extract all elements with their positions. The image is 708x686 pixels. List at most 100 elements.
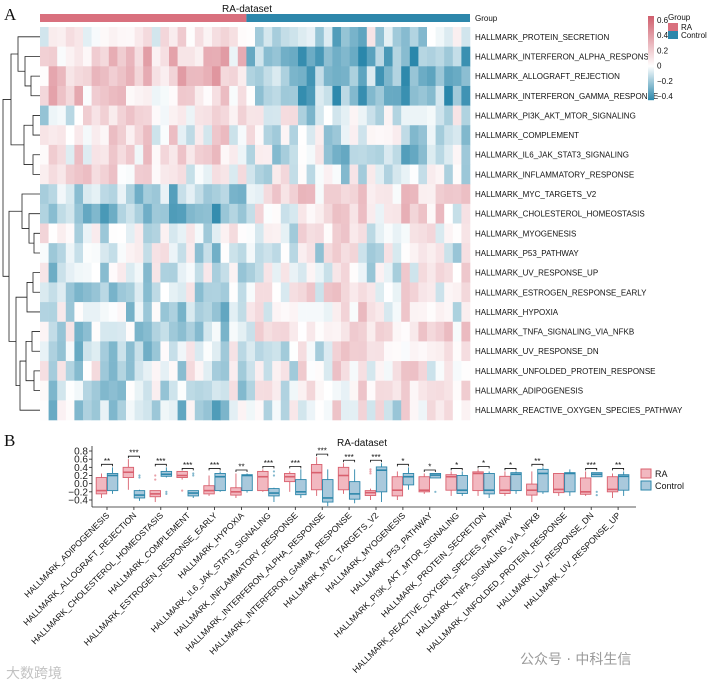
heatmap-cell — [375, 144, 385, 165]
heatmap-cell — [160, 341, 170, 362]
heatmap-cell — [194, 321, 204, 342]
heatmap-cell — [315, 105, 325, 126]
heatmap-cell — [186, 164, 196, 185]
ra-outlier — [369, 470, 372, 473]
colorbar-strip — [648, 26, 654, 28]
colorbar-strip — [648, 16, 654, 18]
heatmap-cell — [246, 361, 256, 381]
ra-box — [445, 474, 457, 491]
heatmap-cell — [143, 85, 153, 106]
colorbar-strip — [648, 80, 654, 82]
heatmap-cell — [401, 341, 411, 362]
heatmap-cell — [375, 105, 385, 126]
heatmap-cell — [194, 105, 204, 126]
heatmap-cell — [375, 321, 385, 342]
heatmap-cell — [409, 125, 419, 146]
heatmap-cell — [48, 144, 58, 165]
colorbar-tick-label: −0.4 — [657, 92, 673, 101]
heatmap-cell — [255, 361, 264, 381]
heatmap-cell — [143, 341, 153, 362]
heatmap-cell — [298, 125, 307, 146]
heatmap-cell — [444, 380, 454, 401]
heatmap-cell — [298, 341, 307, 362]
heatmap-cell — [237, 341, 247, 362]
ra-box — [418, 476, 430, 493]
significance-label: *** — [210, 461, 219, 470]
heatmap-cell — [323, 400, 333, 421]
heatmap-cell — [452, 341, 462, 362]
heatmap-cell — [48, 321, 58, 342]
heatmap-cell — [65, 203, 75, 224]
heatmap-cell — [126, 262, 135, 283]
heatmap-cell — [169, 105, 178, 126]
colorbar-strip — [648, 48, 654, 50]
heatmap-cell — [255, 144, 264, 165]
heatmap-cell — [315, 144, 325, 165]
significance-bracket — [316, 453, 329, 457]
y-tick-label: −0.2 — [68, 487, 88, 498]
heatmap-cell — [418, 302, 428, 323]
heatmap-cell — [409, 46, 419, 67]
heatmap-cell — [384, 380, 393, 401]
control-box — [268, 488, 280, 497]
heatmap-cell — [108, 105, 118, 126]
heatmap-cell — [117, 262, 127, 283]
heatmap-cell — [392, 302, 402, 323]
heatmap-cell — [57, 223, 67, 244]
colorbar-strip — [648, 99, 654, 101]
heatmap-cell — [358, 184, 368, 205]
control-outlier — [434, 490, 437, 493]
heatmap-cell — [108, 125, 118, 146]
heatmap-cell — [280, 184, 290, 205]
heatmap-cell — [384, 105, 393, 126]
heatmap-cell — [186, 302, 196, 323]
heatmap-cell — [461, 302, 471, 323]
heatmap-cell — [298, 105, 307, 126]
heatmap-cell — [323, 125, 333, 146]
heatmap-cell — [341, 262, 350, 283]
heatmap-cell — [401, 203, 411, 224]
heatmap-cell — [263, 243, 273, 264]
watermark-right: 公众号 · 中科生信 — [520, 652, 631, 668]
panel-a-label: A — [4, 5, 17, 24]
heatmap-cell — [263, 125, 273, 146]
significance-bracket — [127, 455, 140, 459]
heatmap-cell — [220, 361, 230, 381]
colorbar-strip — [648, 27, 654, 29]
heatmap-cell — [452, 302, 462, 323]
heatmap-cell — [83, 85, 92, 106]
heatmap-cell — [332, 321, 342, 342]
heatmap-cell — [332, 66, 342, 87]
dendrogram-branch — [32, 115, 40, 136]
heatmap-cell — [435, 46, 445, 67]
heatmap-cell — [349, 282, 359, 303]
heatmap-cell — [375, 203, 385, 224]
heatmap-cell — [289, 282, 299, 303]
heatmap-cell — [194, 203, 204, 224]
heatmap-cell — [143, 262, 153, 283]
heatmap-cell — [272, 341, 282, 362]
heatmap-cell — [255, 243, 264, 264]
heatmap-cell — [358, 243, 368, 264]
colorbar-strip — [648, 57, 654, 59]
heatmap-cell — [229, 144, 239, 165]
heatmap-cell — [108, 361, 118, 381]
row-label: HALLMARK_UV_RESPONSE_UP — [475, 269, 598, 278]
heatmap-cell — [186, 262, 196, 283]
heatmap-cell — [83, 223, 92, 244]
heatmap-cell — [229, 125, 239, 146]
heatmap-cell — [48, 223, 58, 244]
row-label: HALLMARK_UNFOLDED_PROTEIN_RESPONSE — [475, 367, 656, 376]
heatmap-cell — [358, 85, 368, 106]
heatmap-cell — [40, 85, 49, 106]
heatmap-cell — [323, 46, 333, 67]
colorbar-strip — [648, 67, 654, 69]
heatmap-cell — [263, 361, 273, 381]
significance-label: ** — [104, 457, 110, 466]
heatmap-cell — [358, 223, 368, 244]
heatmap-cell — [452, 282, 462, 303]
heatmap-cell — [237, 282, 247, 303]
heatmap-cell — [427, 27, 436, 47]
colorbar-strip — [648, 19, 654, 21]
heatmap-cell — [143, 144, 153, 165]
